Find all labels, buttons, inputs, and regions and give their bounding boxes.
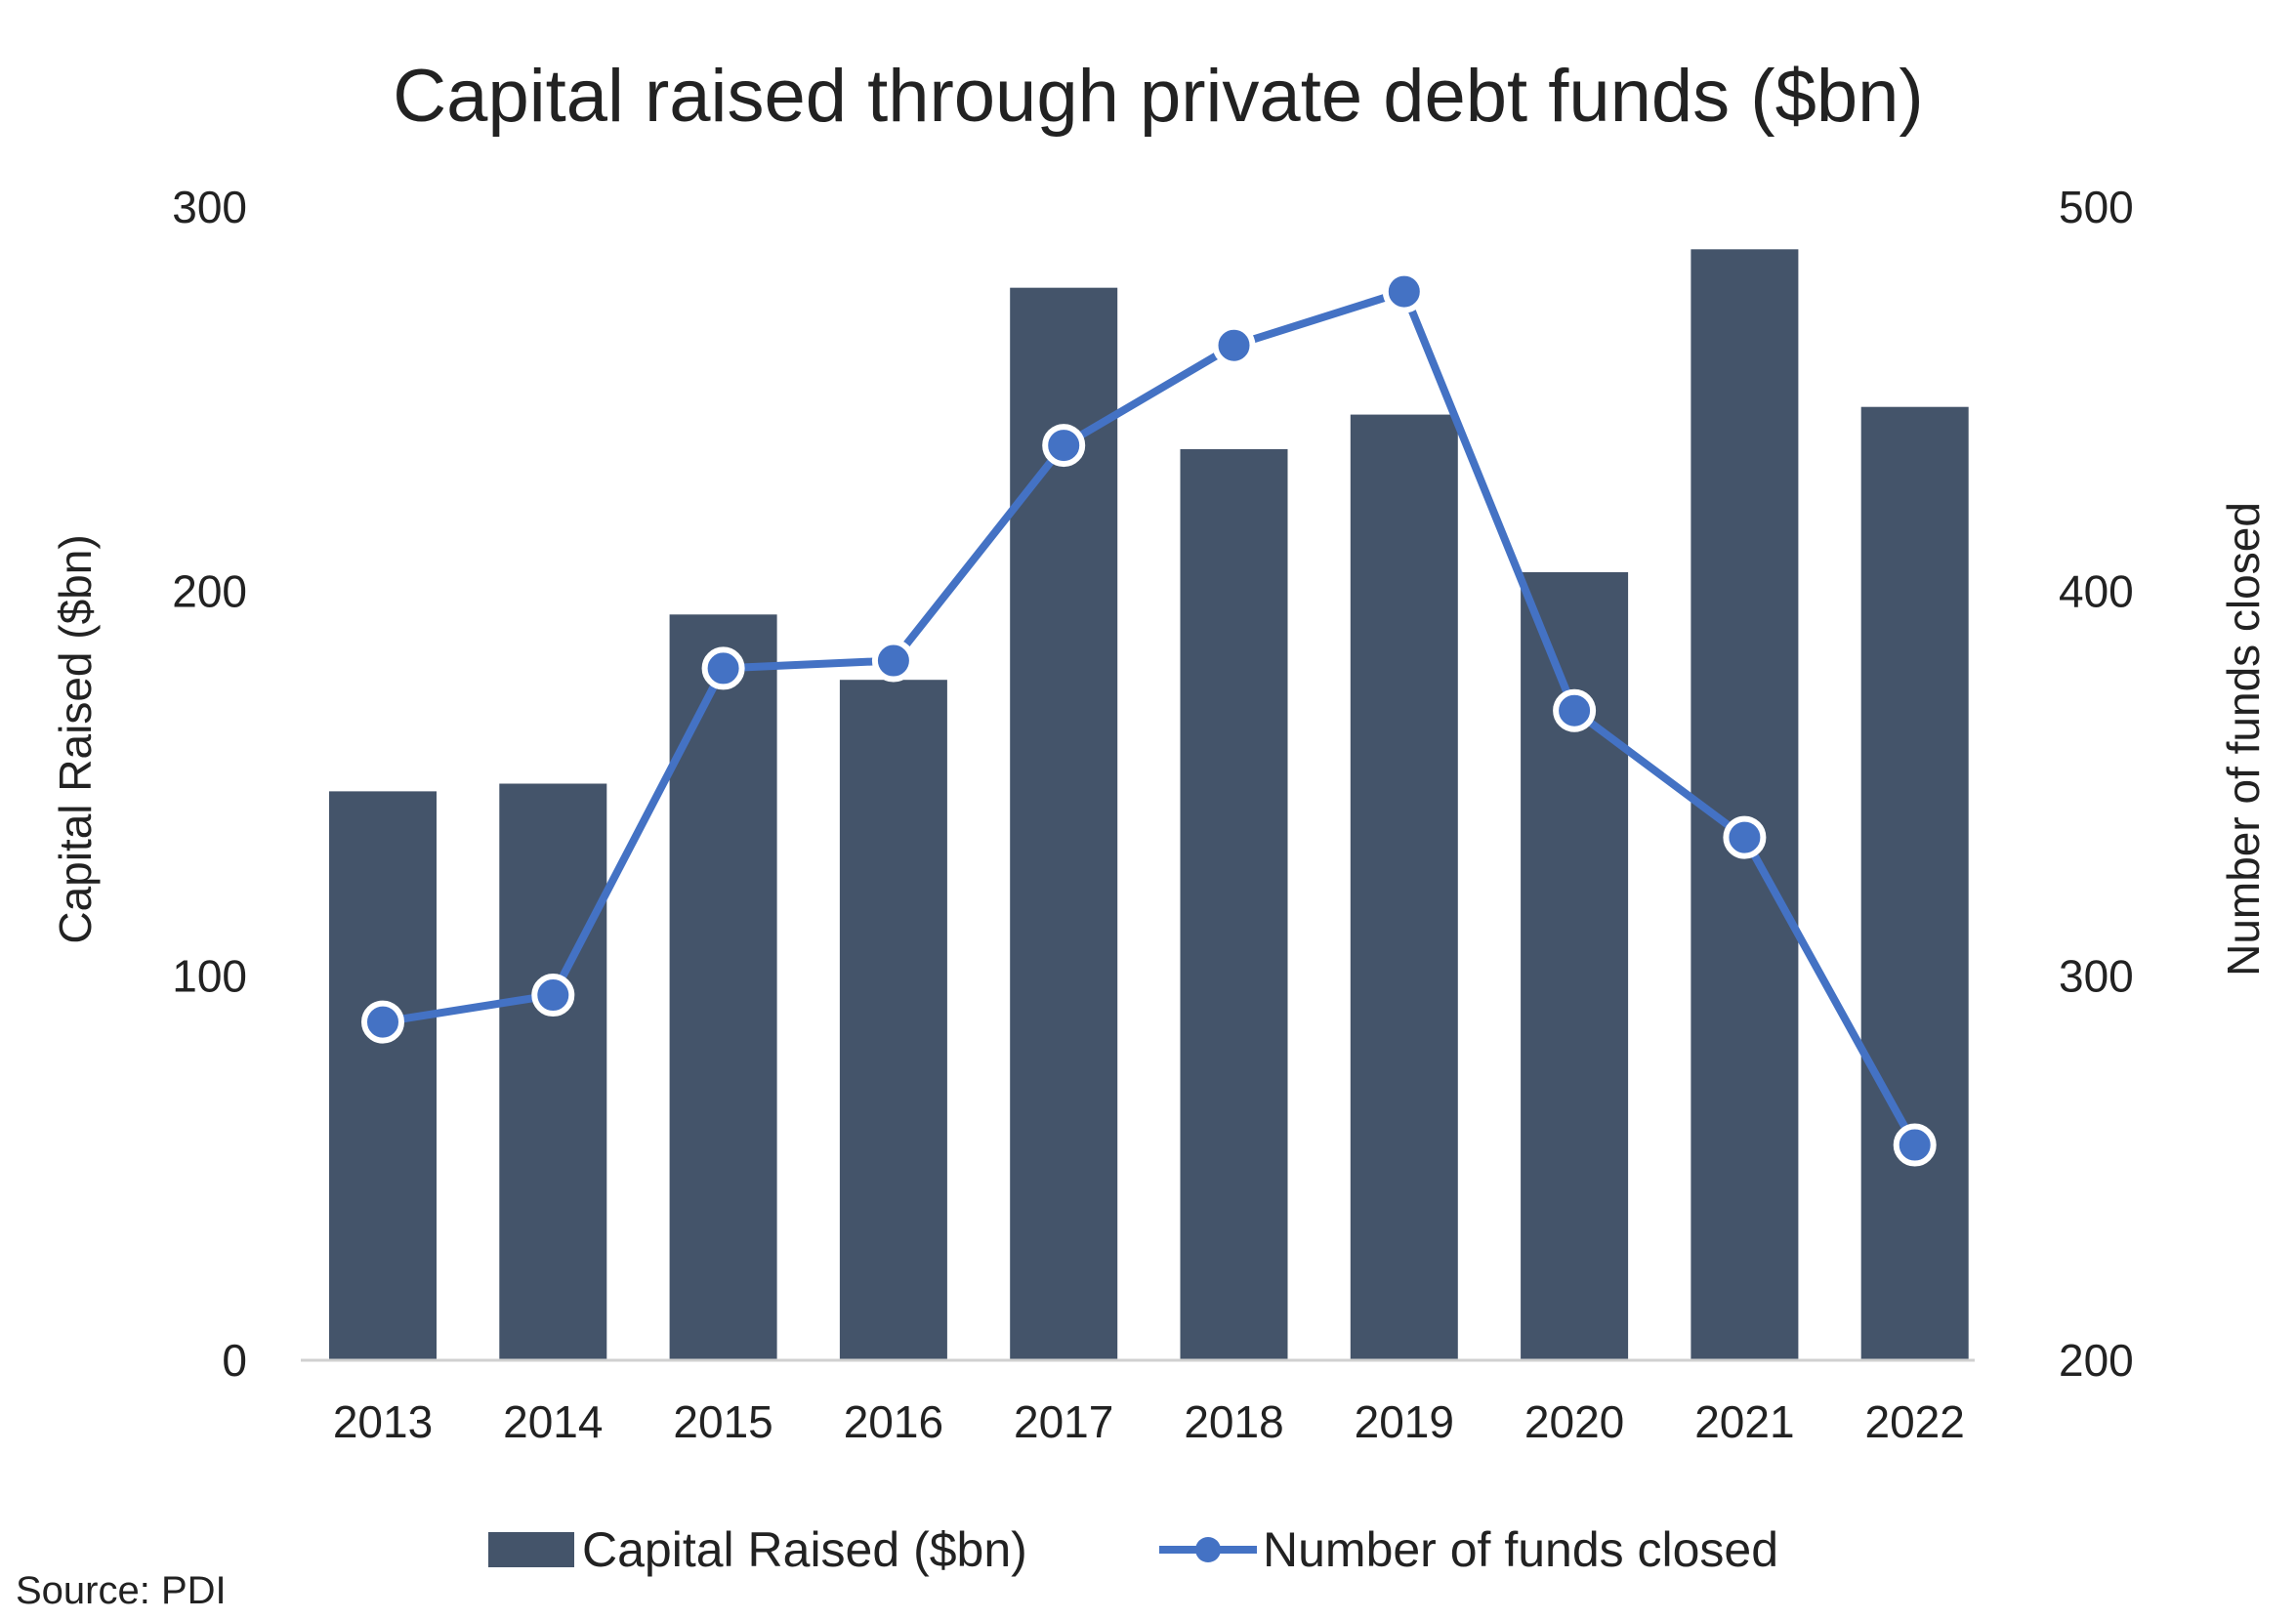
- line-series: [361, 270, 1937, 1167]
- y-left-tick-200: 200: [172, 566, 247, 617]
- legend-line-marker: [1195, 1537, 1221, 1562]
- x-tick-2021: 2021: [1694, 1396, 1794, 1447]
- bar-series: [329, 249, 1969, 1361]
- line-point-2021: [1723, 815, 1767, 859]
- x-tick-2014: 2014: [503, 1396, 603, 1447]
- line-point-2015: [701, 646, 745, 690]
- y-right-tick-500: 500: [2059, 182, 2134, 232]
- line-point-2014: [531, 974, 575, 1018]
- y-left-tick-labels: 0 100 200 300: [172, 182, 247, 1386]
- x-tick-2022: 2022: [1865, 1396, 1965, 1447]
- bar-2016: [839, 680, 947, 1360]
- x-tick-2018: 2018: [1184, 1396, 1283, 1447]
- bar-2014: [499, 783, 607, 1360]
- legend-line-label: Number of funds closed: [1263, 1522, 1778, 1577]
- line-point-2016: [871, 639, 915, 683]
- line-point-2017: [1042, 424, 1086, 468]
- bar-2019: [1350, 414, 1458, 1361]
- y-right-tick-200: 200: [2059, 1335, 2134, 1386]
- x-tick-2013: 2013: [333, 1396, 433, 1447]
- y-left-tick-0: 0: [222, 1335, 247, 1386]
- line-point-2013: [361, 1000, 404, 1044]
- y-right-tick-labels: 200 300 400 500: [2059, 182, 2134, 1386]
- legend-bar-swatch: [488, 1532, 574, 1567]
- bar-2022: [1860, 406, 1969, 1360]
- y-left-tick-100: 100: [172, 950, 247, 1001]
- y-axis-title: Capital Raised ($bn): [50, 534, 101, 943]
- x-tick-2020: 2020: [1524, 1396, 1624, 1447]
- legend: Capital Raised ($bn) Number of funds clo…: [488, 1522, 1778, 1577]
- x-tick-labels: 2013 2014 2015 2016 2017 2018 2019 2020 2021 2022: [333, 1396, 1965, 1447]
- chart-title: Capital raised through private debt fund…: [393, 55, 1923, 138]
- y-right-tick-300: 300: [2059, 950, 2134, 1001]
- line-point-2020: [1553, 688, 1597, 732]
- bar-2013: [329, 791, 437, 1360]
- bar-2015: [669, 614, 777, 1360]
- x-tick-2017: 2017: [1014, 1396, 1113, 1447]
- y-left-tick-300: 300: [172, 182, 247, 232]
- line-point-2018: [1212, 323, 1256, 367]
- x-tick-2015: 2015: [673, 1396, 772, 1447]
- bar-2018: [1180, 449, 1288, 1360]
- source-note: Source: PDI: [16, 1569, 227, 1612]
- x-tick-2019: 2019: [1355, 1396, 1454, 1447]
- bar-2021: [1691, 249, 1799, 1360]
- funds-closed-line: [379, 287, 1919, 1149]
- legend-bar-label: Capital Raised ($bn): [582, 1522, 1027, 1577]
- y2-axis-title: Number of funds closed: [2218, 502, 2269, 976]
- x-tick-2016: 2016: [844, 1396, 943, 1447]
- line-point-2019: [1382, 270, 1426, 313]
- line-point-2022: [1893, 1123, 1937, 1167]
- y-right-tick-400: 400: [2059, 566, 2134, 617]
